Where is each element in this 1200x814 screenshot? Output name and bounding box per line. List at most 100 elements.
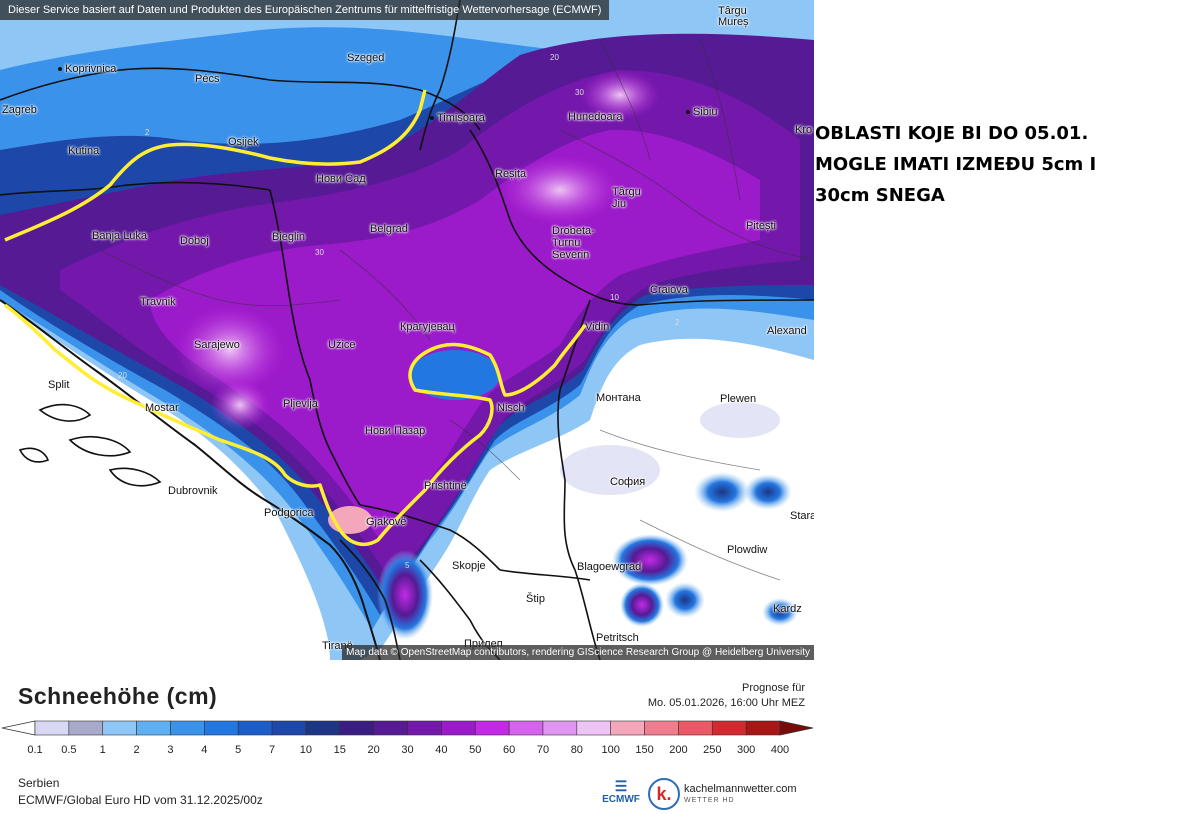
city-stara: Stara <box>790 510 814 522</box>
city-craiova: Craiova <box>650 284 688 296</box>
colorbar-swatch <box>644 720 679 736</box>
contour-labels: 2 20 30 30 2 20 10 5 <box>118 53 680 570</box>
city-nisch: Nisch <box>497 402 525 414</box>
city-zagreb: Zagreb <box>2 104 37 116</box>
city-kragujevac: Крагујевац <box>400 321 455 333</box>
map-canvas: 2 20 30 30 2 20 10 5 <box>0 0 814 660</box>
hotspot-sarajevo <box>175 305 285 395</box>
model-run-label: ECMWF/Global Euro HD vom 31.12.2025/00z <box>18 793 263 807</box>
islands <box>18 403 162 487</box>
annotation-line-2: MOGLE IMATI IZMEĐU 5cm I <box>815 154 1097 175</box>
svg-text:30: 30 <box>575 88 584 97</box>
forecast-label: Prognose für <box>742 682 805 694</box>
city-drobeta: Drobeta- Turnu Severin <box>552 225 595 261</box>
brand-subtitle: WETTER HD <box>684 797 735 804</box>
snow-area-outline <box>3 89 587 547</box>
city-kutina: Kutina <box>68 145 100 157</box>
city-bieglin: Bieglin <box>272 231 306 243</box>
colorbar-swatch <box>305 720 341 736</box>
city-szeged: Szeged <box>347 52 385 64</box>
kachelmann-logo-icon[interactable]: k. <box>648 778 680 810</box>
city-mostar: Mostar <box>145 402 179 414</box>
svg-text:20: 20 <box>118 371 127 380</box>
ecmwf-logo[interactable]: ☰ ECMWF <box>600 778 642 812</box>
snow-depth-map[interactable]: 2 20 30 30 2 20 10 5 Dieser Service basi… <box>0 0 814 660</box>
legend-tick-label: 2 <box>133 744 140 756</box>
legend-tick-label: 400 <box>770 744 790 756</box>
city-gjakove: Gjakovë <box>366 516 407 528</box>
city-targu-jiu: Târgu Jiu <box>612 186 641 210</box>
city-timisoara: Timișoara <box>430 112 485 124</box>
forecast-datetime: Mo. 05.01.2026, 16:00 Uhr MEZ <box>647 697 805 709</box>
colorbar-swatch <box>576 720 611 736</box>
city-targu-mures: Târgu Mureș <box>718 5 749 28</box>
colorbar-arrow-high <box>779 720 814 736</box>
annotation-text: OBLASTI KOJE BI DO 05.01. MOGLE IMATI IZ… <box>815 118 1195 211</box>
colorbar-arrow-low <box>1 720 36 736</box>
legend-tick-label: 300 <box>736 744 756 756</box>
legend-tick-label: 10 <box>299 744 313 756</box>
colorbar-swatch <box>474 720 510 736</box>
city-pitesti: Pitești <box>746 220 776 232</box>
blob-balkan-2 <box>744 474 792 510</box>
city-podgorica: Podgorica <box>264 507 314 519</box>
legend-tick-label: 1 <box>99 744 106 756</box>
legend-tick-label: 0.5 <box>61 744 77 756</box>
hotspot-north <box>580 70 660 120</box>
colorbar-swatch <box>68 720 104 736</box>
city-skopje: Skopje <box>452 560 486 572</box>
svg-text:20: 20 <box>550 53 559 62</box>
hotspot-carpathians <box>500 155 620 225</box>
city-belgrad: Belgrad <box>370 223 408 235</box>
city-pleven: Plewen <box>720 393 757 405</box>
forecast-info: Prognose für Mo. 05.01.2026, 16:00 Uhr M… <box>648 681 805 711</box>
legend-tick-label: 60 <box>502 744 516 756</box>
city-blagoevgrad: Blagoewgrad <box>577 561 642 573</box>
colorbar-swatch <box>102 720 137 736</box>
city-sarajewo: Sarajewo <box>194 339 240 351</box>
colorbar-swatch <box>745 720 781 736</box>
legend-tick-label: 80 <box>570 744 583 756</box>
colorbar-swatch <box>339 720 374 736</box>
svg-text:5: 5 <box>405 561 410 570</box>
legend-tick-label: 150 <box>635 744 654 756</box>
kachelmann-brand[interactable]: kachelmannwetter.com WETTER HD <box>684 783 797 807</box>
ecmwf-notice-banner: Dieser Service basiert auf Daten und Pro… <box>0 0 610 20</box>
city-vidin: Vidin <box>585 321 610 333</box>
city-osijek: Osijek <box>228 136 259 148</box>
brand-name: kachelmannwetter.com <box>684 783 797 795</box>
blob-balkan-1 <box>694 472 750 512</box>
city-novi-sad: Нови Сад <box>316 173 366 185</box>
legend-tick-label: 70 <box>536 744 550 756</box>
colorbar-swatch <box>711 720 747 736</box>
city-sofia: София <box>610 476 646 488</box>
city-split: Split <box>48 379 70 391</box>
colorbar-swatch <box>34 720 70 736</box>
blob-pirin <box>620 583 664 627</box>
legend-tick-label: 0.1 <box>27 744 43 756</box>
blob-rila-east <box>665 582 705 618</box>
svg-text:10: 10 <box>610 293 619 302</box>
blob-east <box>700 402 780 438</box>
city-stip: Štip <box>526 593 545 605</box>
colorbar-swatch <box>407 720 442 736</box>
city-pljevlja: Pljevlja <box>283 398 318 410</box>
colorbar-swatch <box>508 720 544 736</box>
legend-tick-label: 20 <box>367 744 380 756</box>
colorbar-swatch <box>542 720 578 736</box>
city-sibiu: Sibiu <box>686 106 717 118</box>
legend-tick-label: 250 <box>703 744 722 756</box>
legend-tick-label: 3 <box>167 744 174 756</box>
ecmwf-logo-text: ECMWF <box>602 794 640 805</box>
colorbar-swatch <box>136 720 171 736</box>
colorbar-swatch <box>237 720 273 736</box>
city-kro: Kro <box>795 124 813 136</box>
colorbar-swatch <box>170 720 205 736</box>
city-doboj: Doboj <box>180 235 209 247</box>
colorbar-swatch <box>678 720 713 736</box>
pocket-nis <box>410 350 500 400</box>
city-resita: Reșița <box>495 168 527 180</box>
legend-tick-label: 50 <box>469 744 482 756</box>
ecmwf-logo-icon: ☰ <box>614 778 628 794</box>
colorbar-swatch <box>204 720 239 736</box>
